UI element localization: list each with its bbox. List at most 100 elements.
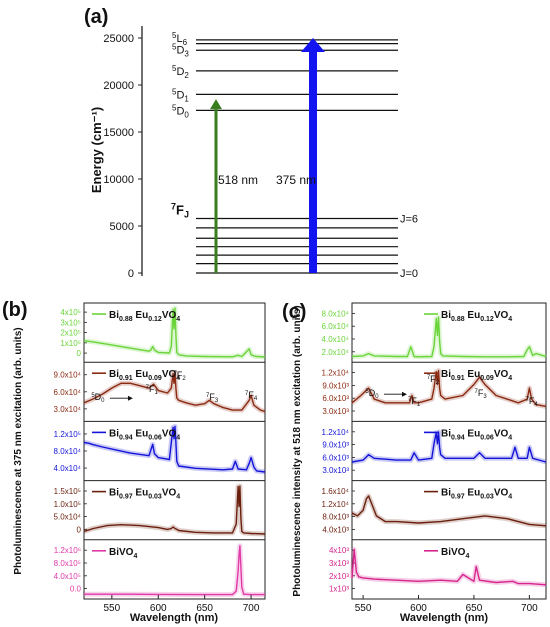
xtick-label: 650 xyxy=(196,603,213,614)
spectrum-trace xyxy=(83,307,266,358)
spectrum-subplot: 3.0x10⁴ 6.0x10⁴ 9.0x10⁴ Bi0.91 Eu0.09VO4 5D0… xyxy=(54,361,266,414)
ytick-label: 1.6x10⁴ xyxy=(322,487,350,496)
panel-c-xlabel: Wavelength (nm) xyxy=(400,612,489,624)
ytick-label: 8.0x10³ xyxy=(322,513,349,522)
ytick-label: 4.0x10⁴ xyxy=(322,335,350,344)
panel-b-xlabel: Wavelength (nm) xyxy=(130,612,219,624)
transition-label: 7F3 xyxy=(206,392,219,404)
xtick-label: 600 xyxy=(150,603,167,614)
ytick-label: 3x10⁵ xyxy=(60,318,81,327)
term-symbol-label: 5L6 xyxy=(172,31,188,47)
ytick-label: 1.2x10⁵ xyxy=(54,430,81,439)
ytick-label: 4x10⁵ xyxy=(60,308,81,317)
legend-entry: BiVO4 xyxy=(441,547,469,560)
spectrum-subplot: 0 5.0x10⁴ 1.0x10⁵ 1.5x10⁵ Bi0.97 Eu0.03VO4 xyxy=(54,480,266,537)
ytick-label: 3.0x10³ xyxy=(322,466,349,475)
ytick-label: 4x10³ xyxy=(329,546,349,555)
spectrum-trace xyxy=(351,316,547,358)
ytick-label: 6.0x10⁴ xyxy=(322,322,350,331)
panel-a-ylabel: Energy (cm⁻¹) xyxy=(89,107,104,193)
ytick-label: 8.0x10⁴ xyxy=(322,309,350,318)
term-symbol-label: 5D1 xyxy=(172,87,189,103)
ytick-label: 1.2x10⁴ xyxy=(322,500,350,509)
j-quantum-label: J=0 xyxy=(400,268,418,280)
legend-entry: Bi0.88 Eu0.12VO4 xyxy=(109,310,180,323)
spectrum-subplot: 0.0 4.0x10⁵ 8.0x10⁵ 1.2x10⁶ BiVO4 xyxy=(54,539,265,598)
ytick-label: 1x10⁵ xyxy=(60,339,81,348)
xtick-label: 600 xyxy=(410,603,427,614)
ytick-label: 2.0x10⁴ xyxy=(322,348,350,357)
xtick-label: 650 xyxy=(466,603,483,614)
spectrum-trace xyxy=(351,369,547,408)
spectrum-trace xyxy=(83,425,266,473)
legend-entry: Bi0.94 Eu0.06VO4 xyxy=(109,428,180,441)
spectrum-trace xyxy=(351,431,547,463)
transition-label: 7F1 xyxy=(408,396,421,408)
legend-entry: Bi0.97 Eu0.03VO4 xyxy=(441,488,512,501)
ytick-label: 1.2x10⁴ xyxy=(322,369,350,378)
ytick-label: 4.0x10³ xyxy=(322,525,349,534)
panel-frame xyxy=(351,302,547,600)
legend-entry: Bi0.91 Eu0.09VO4 xyxy=(109,369,180,382)
spectrum-subplot: 2.0x10⁴ 4.0x10⁴ 6.0x10⁴ 8.0x10⁴ Bi0.88 Eu0.1… xyxy=(322,309,547,360)
panel-a-arrows: 518 nm 375 nm xyxy=(210,38,325,273)
legend-entry: Bi0.94 Eu0.06VO4 xyxy=(441,428,512,441)
ytick-label: 2x10³ xyxy=(329,572,349,581)
ytick-label: 0 xyxy=(77,525,82,534)
spectrum-trace-glow xyxy=(351,314,547,360)
ytick-label: 6.0x10³ xyxy=(322,394,349,403)
ytick-label: 6.0x10⁴ xyxy=(54,388,82,397)
legend-entry: Bi0.91 Eu0.09VO4 xyxy=(441,369,512,382)
panel-a-ytick-label: 0 xyxy=(128,268,134,280)
panel-b-ylabel: Photoluminescence at 375 nm excitation (… xyxy=(13,327,24,574)
term-symbol-label: 5D2 xyxy=(172,64,189,80)
xtick-label: 550 xyxy=(104,603,121,614)
panel-c-ylabel: Photoluminescence intensity at 518 nm ex… xyxy=(292,305,303,596)
ytick-label: 8.0x10⁵ xyxy=(54,559,81,568)
panel-a-ytick-label: 10000 xyxy=(103,174,134,186)
panel-a-energy-diagram: (a) Energy (cm⁻¹) 0 5000 10000 15000 20000 25… xyxy=(84,6,418,280)
spectrum-subplot: 4.0x10⁴ 8.0x10⁴ 1.2x10⁵ Bi0.94 Eu0.06VO4 xyxy=(54,420,266,475)
transition-arrow-head xyxy=(401,391,407,397)
transition-label: 7F3 xyxy=(475,388,488,400)
panel-c-label: (c) xyxy=(282,301,306,323)
legend-entry: BiVO4 xyxy=(109,547,137,560)
transition-label: 7F1 xyxy=(146,384,159,396)
ytick-label: 9.0x10³ xyxy=(322,381,349,390)
ytick-label: 3x10³ xyxy=(329,559,349,568)
ytick-label: 1x10³ xyxy=(329,585,349,594)
panel-b-label: (b) xyxy=(2,299,28,321)
panel-a-yticks: 0 5000 10000 15000 20000 25000 xyxy=(103,33,142,280)
spectrum-subplot: 3.0x10³ 6.0x10³ 9.0x10³ 1.2x10⁴ Bi0.91 Eu0.0… xyxy=(322,361,547,416)
ytick-label: 1.0x10⁵ xyxy=(54,500,81,509)
375-arrow-label: 375 nm xyxy=(276,173,316,187)
ytick-label: 0 xyxy=(77,349,82,358)
transition-arrow-head xyxy=(127,395,133,401)
transition-label: 7F2 xyxy=(174,370,187,382)
panel-a-ytick-label: 20000 xyxy=(103,80,134,92)
ytick-label: 9.0x10⁴ xyxy=(54,371,82,380)
transition-label: 7F4 xyxy=(245,390,258,402)
ytick-label: 2x10⁵ xyxy=(60,329,81,338)
panel-a-ytick-label: 5000 xyxy=(110,221,134,233)
ytick-label: 1.2x10⁴ xyxy=(322,428,350,437)
xtick-label: 700 xyxy=(521,603,538,614)
transition-label: 5D0 xyxy=(365,388,379,400)
375-arrow-head xyxy=(301,38,325,52)
panel-c-518nm-excitation: (c) Photoluminescence intensity at 518 n… xyxy=(282,301,547,624)
spectrum-subplot: 4.0x10³ 8.0x10³ 1.2x10⁴ 1.6x10⁴ Bi0.97 Eu0.0… xyxy=(322,480,547,534)
transition-label: 7F4 xyxy=(525,396,538,408)
xtick-label: 700 xyxy=(243,603,260,614)
panel-a-energy-levels xyxy=(196,39,398,274)
ytick-label: 9.0x10³ xyxy=(322,441,349,450)
ytick-label: 6.0x10³ xyxy=(322,453,349,462)
legend-entry: Bi0.88 Eu0.12VO4 xyxy=(441,310,512,323)
spectrum-trace xyxy=(83,371,266,413)
transition-label: 7F2 xyxy=(427,374,440,386)
ytick-label: 3.0x10³ xyxy=(322,407,349,416)
xtick-label: 550 xyxy=(355,603,372,614)
